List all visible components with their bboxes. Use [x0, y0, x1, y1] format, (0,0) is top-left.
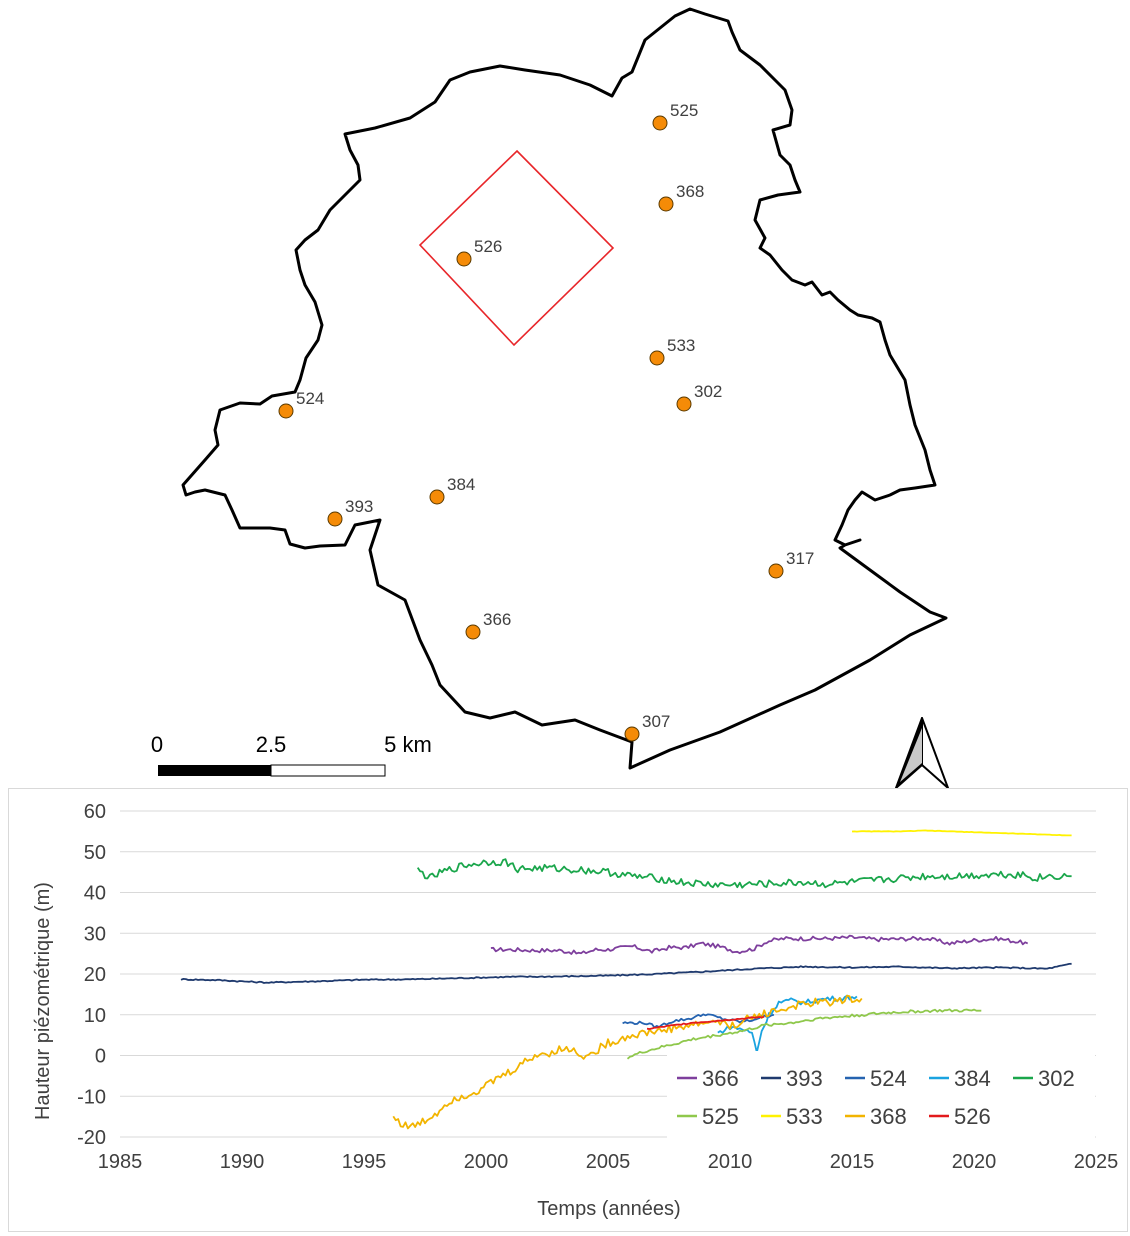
station-label-317: 317 [786, 549, 814, 568]
axes: -20 -10 0 10 20 30 40 50 60 1985 1990 1995 2000 2005 2… [77, 801, 1118, 1173]
y-tick-label: -10 [77, 1086, 106, 1108]
legend-label-533: 533 [786, 1104, 823, 1129]
x-tick-label: 1995 [342, 1151, 387, 1173]
station-label-307: 307 [642, 712, 670, 731]
y-tick-label: 0 [95, 1046, 106, 1068]
chart: -20 -10 0 10 20 30 40 50 60 1985 1990 1995 2000 2005 2… [32, 801, 1118, 1220]
x-tick-label: 1990 [220, 1151, 265, 1173]
x-axis-label: Temps (années) [537, 1198, 680, 1220]
y-tick-label: 60 [84, 801, 106, 823]
series-line-524 [622, 1013, 775, 1029]
series-line-533 [851, 829, 1072, 837]
scale-label-2-5: 2.5 [256, 732, 287, 757]
y-tick-label: 10 [84, 1005, 106, 1027]
legend-label-524: 524 [870, 1066, 907, 1091]
station-marker-524 [278, 403, 294, 419]
station-marker-307 [624, 726, 640, 742]
station-marker-302 [676, 396, 692, 412]
north-arrow-icon [895, 717, 949, 789]
gridlines [120, 810, 1096, 1138]
legend-label-366: 366 [702, 1066, 739, 1091]
station-marker-366 [465, 624, 481, 640]
scale-label-5km: 5 km [384, 732, 432, 757]
y-tick-label: 40 [84, 883, 106, 905]
legend-label-302: 302 [1038, 1066, 1075, 1091]
legend-label-526: 526 [954, 1104, 991, 1129]
series-line-366 [490, 934, 1029, 955]
x-tick-label: 2010 [708, 1151, 753, 1173]
station-marker-526 [456, 251, 472, 267]
station-label-302: 302 [694, 382, 722, 401]
y-tick-label: 20 [84, 964, 106, 986]
series-lines [180, 829, 1072, 1130]
station-marker-393 [327, 511, 343, 527]
series-line-525 [626, 1008, 982, 1060]
station-marker-317 [768, 563, 784, 579]
legend-background [667, 1051, 1095, 1141]
legend-label-368: 368 [870, 1104, 907, 1129]
x-tick-label: 2020 [952, 1151, 997, 1173]
station-label-525: 525 [670, 101, 698, 120]
station-marker-384 [429, 489, 445, 505]
chart-frame: -20 -10 0 10 20 30 40 50 60 1985 1990 1995 2000 2005 2… [8, 788, 1128, 1232]
y-tick-label: 50 [84, 842, 106, 864]
legend-label-525: 525 [702, 1104, 739, 1129]
highlight-square [418, 149, 615, 347]
series-line-384 [717, 994, 858, 1054]
legend: 366 393 524 384 302 525 533 368 526 [677, 1066, 1075, 1129]
stations: 525 368 526 533 302 524 384 393 317 366 307 [278, 101, 814, 742]
legend-label-384: 384 [954, 1066, 991, 1091]
series-line-393 [180, 962, 1072, 984]
region-boundary [181, 7, 948, 770]
station-marker-525 [652, 115, 668, 131]
scale-bar-light-segment [270, 764, 386, 777]
station-label-526: 526 [474, 237, 502, 256]
scale-bar-dark-segment [158, 765, 271, 776]
station-label-533: 533 [667, 336, 695, 355]
y-tick-label: 30 [84, 923, 106, 945]
station-label-368: 368 [676, 182, 704, 201]
x-tick-label: 1985 [98, 1151, 143, 1173]
series-line-302 [416, 858, 1072, 889]
station-label-393: 393 [345, 497, 373, 516]
station-marker-533 [649, 350, 665, 366]
station-label-524: 524 [296, 389, 324, 408]
station-marker-368 [658, 196, 674, 212]
series-line-526 [646, 1015, 765, 1030]
x-tick-label: 2000 [464, 1151, 509, 1173]
series-line-368 [392, 994, 863, 1130]
station-label-384: 384 [447, 475, 475, 494]
y-tick-label: -20 [77, 1127, 106, 1149]
x-tick-label: 2005 [586, 1151, 631, 1173]
x-tick-label: 2025 [1074, 1151, 1119, 1173]
x-tick-label: 2015 [830, 1151, 875, 1173]
y-axis-label: Hauteur piézométrique (m) [32, 882, 54, 1120]
legend-label-393: 393 [786, 1066, 823, 1091]
map: 525 368 526 533 302 524 384 393 317 366 307 0 2.5 … [151, 7, 949, 789]
scale-label-0: 0 [151, 732, 163, 757]
station-label-366: 366 [483, 610, 511, 629]
scale-bar: 0 2.5 5 km [151, 732, 432, 777]
